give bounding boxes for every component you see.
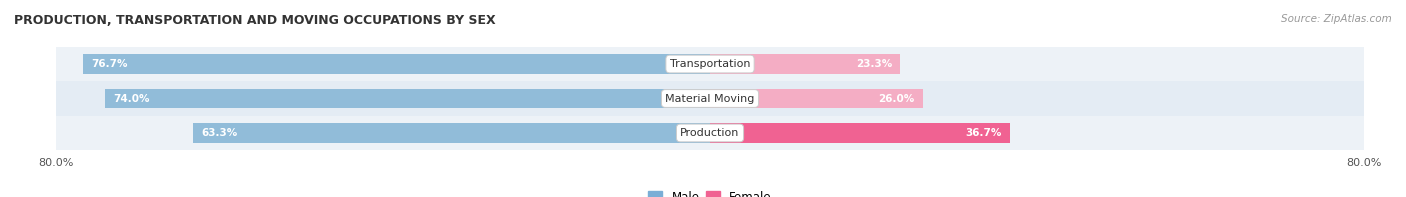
Text: 63.3%: 63.3% — [201, 128, 238, 138]
Bar — [56, 47, 1364, 81]
Text: 36.7%: 36.7% — [966, 128, 1002, 138]
Text: 23.3%: 23.3% — [856, 59, 893, 69]
Text: Production: Production — [681, 128, 740, 138]
Bar — [710, 88, 922, 109]
Text: 74.0%: 74.0% — [114, 94, 150, 103]
Bar — [105, 88, 710, 109]
Text: PRODUCTION, TRANSPORTATION AND MOVING OCCUPATIONS BY SEX: PRODUCTION, TRANSPORTATION AND MOVING OC… — [14, 14, 496, 27]
Bar — [193, 123, 710, 143]
Text: Transportation: Transportation — [669, 59, 751, 69]
Text: Source: ZipAtlas.com: Source: ZipAtlas.com — [1281, 14, 1392, 24]
Text: 26.0%: 26.0% — [879, 94, 914, 103]
Legend: Male, Female: Male, Female — [644, 186, 776, 197]
Bar — [56, 81, 1364, 116]
Text: 76.7%: 76.7% — [91, 59, 128, 69]
Bar — [710, 123, 1010, 143]
Bar — [83, 54, 710, 74]
Text: Material Moving: Material Moving — [665, 94, 755, 103]
Bar — [56, 116, 1364, 150]
Bar — [710, 54, 900, 74]
